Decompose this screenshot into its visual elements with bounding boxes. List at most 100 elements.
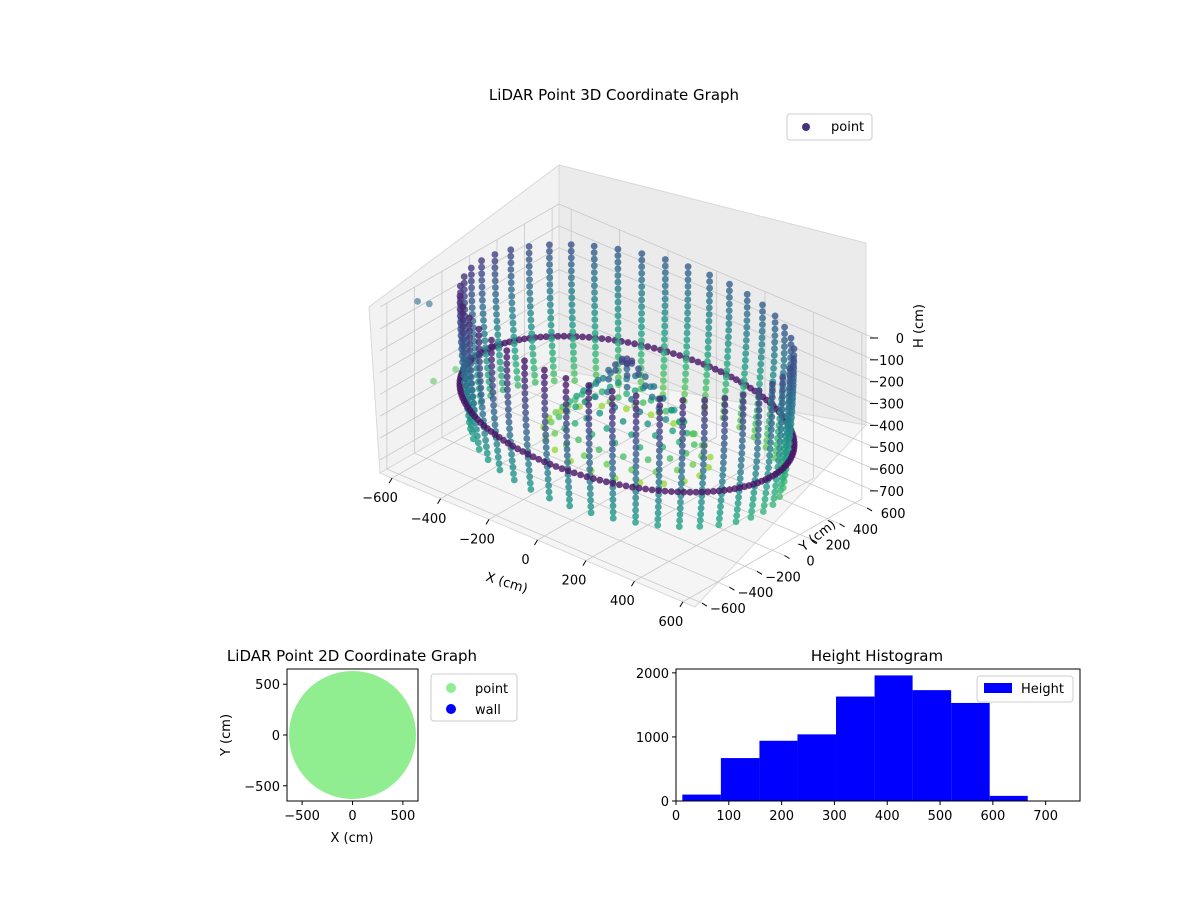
point-marker bbox=[495, 460, 503, 467]
point-marker bbox=[778, 480, 785, 488]
point-marker bbox=[477, 384, 485, 392]
y-tick-label: 500 bbox=[255, 678, 280, 693]
histogram-bars bbox=[682, 675, 1028, 801]
point-marker bbox=[493, 317, 501, 325]
point-marker bbox=[542, 333, 550, 341]
point-marker bbox=[586, 453, 593, 460]
point-marker bbox=[689, 430, 697, 438]
point-marker bbox=[614, 285, 622, 293]
point-marker bbox=[549, 349, 556, 357]
h-tick-label: 500 bbox=[879, 441, 904, 456]
point-marker bbox=[776, 444, 784, 452]
point-marker bbox=[513, 368, 521, 375]
point-marker bbox=[475, 345, 483, 353]
point-marker bbox=[775, 457, 782, 465]
point-marker bbox=[544, 475, 552, 483]
point-marker bbox=[661, 302, 669, 310]
point-marker bbox=[575, 436, 582, 444]
point-marker bbox=[638, 256, 646, 264]
point-marker bbox=[710, 488, 717, 495]
point-marker bbox=[563, 439, 571, 447]
point-marker bbox=[425, 300, 433, 308]
point-marker bbox=[466, 321, 473, 328]
point-marker bbox=[758, 334, 766, 342]
point-marker bbox=[542, 431, 550, 439]
point-marker bbox=[779, 393, 786, 400]
point-marker bbox=[629, 483, 636, 491]
height-histogram: Height Histogram 0 100 200 300 400 500 600 7000… bbox=[636, 647, 1081, 824]
point-marker bbox=[479, 296, 486, 304]
point-marker bbox=[616, 481, 623, 489]
point-marker bbox=[489, 382, 496, 390]
point-marker bbox=[655, 487, 662, 494]
point-marker bbox=[754, 438, 762, 446]
point-marker bbox=[528, 337, 536, 344]
point-marker bbox=[577, 471, 584, 479]
point-marker bbox=[614, 278, 622, 286]
point-marker bbox=[681, 390, 688, 398]
point-marker bbox=[492, 304, 500, 311]
point-marker bbox=[508, 299, 516, 307]
point-marker bbox=[467, 367, 475, 374]
point-marker bbox=[466, 334, 473, 341]
point-marker bbox=[603, 460, 611, 468]
point-marker bbox=[491, 257, 499, 265]
point-marker bbox=[598, 388, 606, 396]
point-marker bbox=[781, 336, 788, 344]
point-marker bbox=[522, 415, 530, 423]
point-marker bbox=[743, 290, 751, 298]
point-marker bbox=[721, 408, 729, 415]
point-marker bbox=[661, 256, 669, 263]
point-marker bbox=[547, 321, 555, 329]
point-marker bbox=[585, 446, 593, 454]
point-marker bbox=[639, 399, 647, 406]
point-marker bbox=[457, 282, 464, 290]
2d-legend: point wall bbox=[430, 673, 518, 722]
point-marker bbox=[475, 445, 483, 453]
point-marker bbox=[704, 488, 712, 496]
histogram-legend-label: Height bbox=[1021, 682, 1064, 697]
point-marker bbox=[572, 403, 580, 411]
point-marker bbox=[476, 364, 484, 372]
point-marker bbox=[768, 400, 776, 408]
point-marker bbox=[466, 353, 474, 361]
point-marker bbox=[722, 373, 730, 381]
point-marker bbox=[720, 440, 728, 448]
point-marker bbox=[522, 409, 529, 417]
point-marker bbox=[726, 294, 733, 301]
point-marker bbox=[568, 287, 576, 295]
point-marker bbox=[459, 310, 467, 317]
point-marker bbox=[542, 437, 550, 445]
point-marker bbox=[615, 374, 622, 382]
point-marker bbox=[514, 445, 521, 453]
point-marker bbox=[526, 296, 534, 304]
point-marker bbox=[716, 515, 723, 523]
point-marker bbox=[545, 488, 553, 496]
point-marker bbox=[781, 330, 788, 337]
point-marker bbox=[614, 245, 622, 253]
point-marker bbox=[785, 397, 793, 405]
point-marker bbox=[778, 419, 785, 426]
point-marker bbox=[767, 439, 774, 446]
3d-point-cloud bbox=[414, 241, 798, 530]
point-marker bbox=[632, 437, 640, 445]
point-marker bbox=[701, 409, 708, 417]
point-marker bbox=[527, 316, 535, 324]
lidar-3d-chart: −600−400−2000200400600−600−400−200020040… bbox=[362, 86, 927, 630]
x-tick-label: 0 bbox=[521, 553, 529, 568]
point-marker bbox=[701, 396, 708, 404]
point-marker bbox=[496, 351, 503, 359]
point-marker bbox=[491, 270, 499, 278]
point-marker bbox=[786, 365, 794, 372]
point-marker bbox=[567, 261, 575, 268]
point-marker bbox=[755, 413, 763, 420]
point-marker bbox=[510, 340, 518, 348]
point-marker bbox=[759, 321, 766, 328]
point-marker bbox=[743, 304, 751, 311]
point-marker bbox=[521, 402, 529, 410]
point-marker bbox=[683, 343, 691, 350]
point-marker bbox=[638, 289, 646, 297]
point-marker bbox=[573, 392, 580, 400]
point-marker bbox=[661, 336, 668, 343]
histogram-axis-ticks: 0 100 200 300 400 500 600 700 0 1000 2000 bbox=[636, 667, 1058, 824]
